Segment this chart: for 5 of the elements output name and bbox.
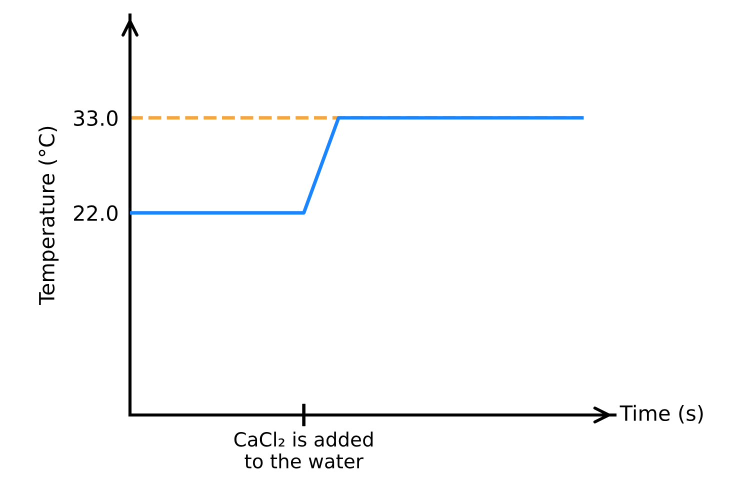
x-axis-title: Time (s) [620, 404, 703, 424]
y-axis-title: Temperature (°C) [38, 126, 59, 305]
y-tick-label: 22.0 [74, 205, 118, 222]
y-tick-label: 33.0 [74, 110, 118, 126]
x-tick-label: CaCl₂ is added to the water [234, 432, 373, 468]
